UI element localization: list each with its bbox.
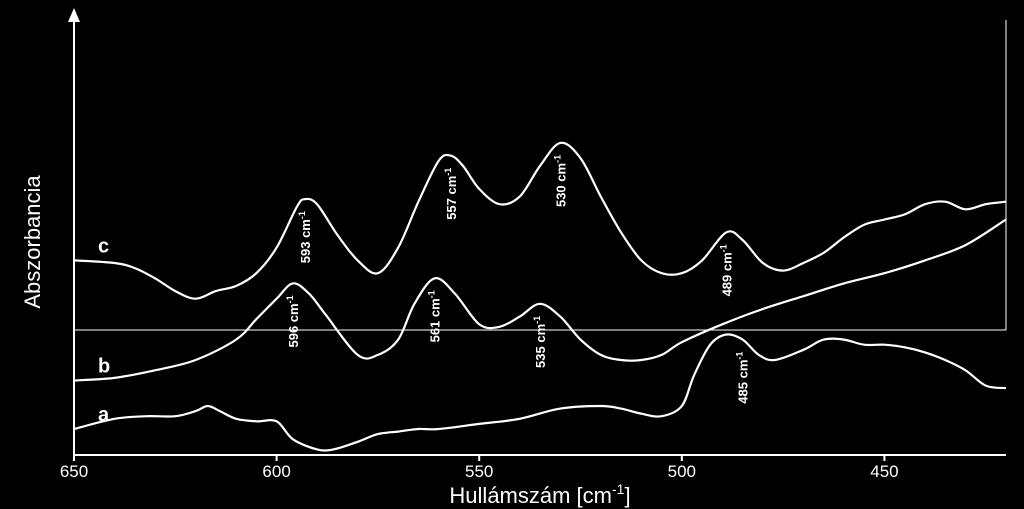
x-axis-title: Hullámszám [cm-1]: [449, 481, 630, 508]
series-c-line: [73, 141, 1007, 300]
series-label-b: b: [98, 355, 110, 377]
x-tick-label-600: 600: [262, 462, 290, 481]
series-b-line: [73, 218, 1007, 382]
x-tick-label-650: 650: [60, 462, 88, 481]
peak-label-sup: -1: [443, 168, 453, 176]
x-axis-title-main: Hullámszám [cm: [449, 483, 612, 508]
peak-label-b-561: 561 cm-1: [427, 290, 443, 342]
x-axis-title-sup: -1: [612, 481, 625, 497]
peak-label-b-596: 596 cm-1: [285, 295, 301, 347]
spectra-curves: [73, 141, 1007, 452]
x-tick-label-550: 550: [465, 462, 493, 481]
peak-label-c-557: 557 cm-1: [443, 168, 459, 220]
peak-label-sup: -1: [297, 211, 307, 219]
y-axis-title: Abszorbancia: [20, 175, 45, 309]
x-axis-title-suffix: ]: [624, 483, 630, 508]
x-tick-label-500: 500: [668, 462, 696, 481]
peak-label-sup: -1: [718, 244, 728, 252]
series-label-c: c: [98, 235, 109, 257]
peak-label-text: 530 cm: [553, 163, 568, 207]
peak-label-b-535: 535 cm-1: [532, 316, 548, 368]
series-label-a: a: [98, 404, 110, 426]
x-tick-label-450: 450: [870, 462, 898, 481]
peak-label-text: 596 cm: [286, 303, 301, 347]
x-ticks: 650 600 550 500 450: [60, 455, 899, 481]
peak-label-text: 593 cm: [298, 219, 313, 263]
peak-label-c-593: 593 cm-1: [297, 211, 313, 263]
axes: [68, 8, 1007, 456]
peak-label-text: 535 cm: [533, 324, 548, 368]
series-a-line: [73, 333, 1007, 452]
peak-label-sup: -1: [552, 155, 562, 163]
peak-label-c-489: 489 cm-1: [718, 244, 734, 296]
peak-label-text: 485 cm: [736, 360, 751, 404]
peak-label-sup: -1: [532, 316, 542, 324]
peak-label-text: 489 cm: [719, 252, 734, 296]
peak-label-text: 561 cm: [428, 298, 443, 342]
peak-label-sup: -1: [285, 295, 295, 303]
peak-label-sup: -1: [427, 290, 437, 298]
peak-label-a-485: 485 cm-1: [735, 352, 751, 404]
y-axis-arrow-icon: [68, 8, 80, 22]
peak-label-sup: -1: [735, 352, 745, 360]
peak-label-text: 557 cm: [444, 176, 459, 220]
peak-label-c-530: 530 cm-1: [552, 155, 568, 207]
